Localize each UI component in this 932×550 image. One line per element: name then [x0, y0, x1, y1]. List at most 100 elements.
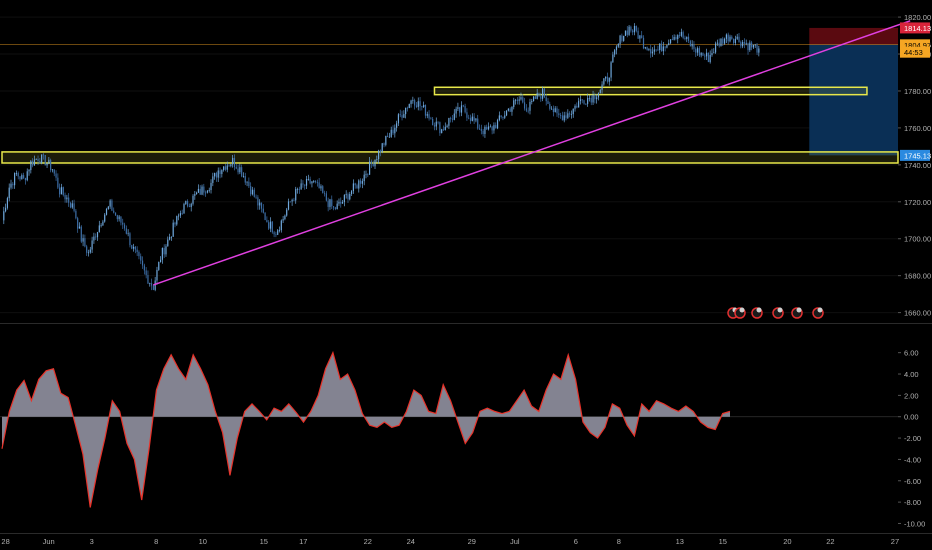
oscillator-line[interactable] — [1, 350, 731, 508]
candle-body — [352, 183, 354, 192]
candle-body — [289, 201, 291, 203]
candle-body — [138, 252, 140, 257]
candle-body — [657, 49, 659, 51]
candle-body — [87, 252, 90, 254]
econ-event-icon — [739, 307, 745, 313]
time-tick-label: 27 — [891, 537, 899, 546]
candle-body — [230, 164, 232, 166]
candle-body — [561, 115, 564, 121]
candle-body — [689, 41, 691, 47]
candle-body — [210, 182, 212, 191]
candle-body — [439, 122, 441, 134]
candle-body — [541, 88, 544, 99]
candle-body — [424, 104, 427, 116]
candle-body — [71, 203, 73, 208]
support-zone-2[interactable] — [433, 86, 868, 96]
candle-body — [551, 108, 553, 110]
candle-body — [423, 104, 425, 107]
candle-body — [96, 232, 99, 238]
candle-body — [538, 92, 540, 97]
candle-body — [493, 125, 495, 131]
candle-body — [594, 95, 596, 100]
candle-body — [394, 127, 396, 134]
candle-body — [751, 42, 753, 48]
oscillator-area[interactable] — [2, 352, 730, 508]
candle-body — [125, 228, 127, 234]
candle-body — [298, 188, 300, 190]
candle-body — [403, 114, 405, 118]
candle-body — [320, 186, 322, 189]
price-tick-label: 1740.00 — [904, 161, 931, 170]
candle-body — [540, 96, 542, 99]
candle-body — [473, 116, 475, 121]
candle-body — [33, 159, 36, 166]
candle-body — [196, 192, 198, 195]
candle-body — [241, 167, 243, 177]
candle-body — [529, 101, 531, 111]
candle-body — [349, 194, 351, 200]
candle-body — [531, 101, 533, 102]
candle-body — [664, 46, 666, 48]
candle-body — [482, 130, 484, 134]
price-tick-label: 1660.00 — [904, 309, 931, 318]
candle-body — [159, 259, 162, 262]
candle-body — [120, 216, 122, 223]
candle-body — [572, 108, 574, 115]
candle-body — [372, 163, 374, 167]
candle-body — [552, 108, 555, 113]
candle-body — [590, 97, 592, 103]
oscillator-tick-label: -6.00 — [904, 477, 921, 486]
event-icons — [727, 307, 824, 319]
candle-body — [651, 51, 654, 54]
trendline[interactable] — [153, 20, 911, 286]
candle-body — [496, 120, 499, 129]
candle-body — [547, 101, 549, 104]
time-tick-label: 8 — [154, 537, 158, 546]
candle-body — [41, 154, 43, 164]
candle-body — [248, 181, 250, 187]
candle-body — [361, 181, 363, 184]
price-axis[interactable]: 1820.001800.001780.001760.001740.001720.… — [898, 13, 931, 318]
candle-body — [471, 116, 473, 121]
candle-body — [480, 129, 482, 131]
candle-body — [268, 222, 270, 229]
oscillator-axis[interactable]: 6.00 4.00 2.00 0.00 -2.00 -4.00 -6.00 -8.00 -10.… — [898, 349, 925, 529]
candle-body — [444, 126, 446, 130]
candle-body — [534, 96, 536, 99]
candle-body — [143, 265, 145, 271]
short-position-profit-zone[interactable] — [809, 44, 898, 156]
time-tick-label: 29 — [468, 537, 476, 546]
candle-body — [338, 201, 340, 204]
candle-body — [459, 107, 461, 113]
candle-body — [188, 206, 191, 208]
candle-body — [624, 30, 627, 36]
support-zone-1[interactable] — [1, 151, 899, 164]
candle-body — [635, 25, 637, 31]
candle-body — [379, 150, 382, 153]
time-tick-label: 22 — [826, 537, 834, 546]
time-axis[interactable]: 28 Jun 3 8 10 15 17 22 24 29 Jul 6 8 13 15 20 22 27 — [0, 533, 932, 547]
candle-body — [282, 219, 284, 221]
candle-body — [203, 186, 205, 193]
candle-body — [441, 129, 443, 134]
candles[interactable] — [3, 23, 760, 292]
price-panel[interactable] — [0, 16, 911, 314]
candle-body — [91, 240, 93, 250]
candle-body — [603, 78, 605, 85]
candle-body — [511, 106, 513, 112]
candle-body — [239, 167, 241, 173]
price-label-box — [900, 22, 930, 34]
candle-body — [374, 159, 376, 167]
candle-body — [302, 183, 304, 185]
candle-body — [677, 35, 679, 40]
candle-body — [587, 98, 589, 104]
candle-body — [136, 249, 138, 253]
candle-body — [311, 181, 313, 184]
candle-body — [742, 42, 744, 47]
oscillator-panel[interactable] — [0, 350, 898, 508]
price-label-box — [900, 39, 930, 51]
candle-body — [639, 35, 641, 39]
candle-body — [707, 52, 709, 63]
candle-body — [340, 201, 342, 204]
